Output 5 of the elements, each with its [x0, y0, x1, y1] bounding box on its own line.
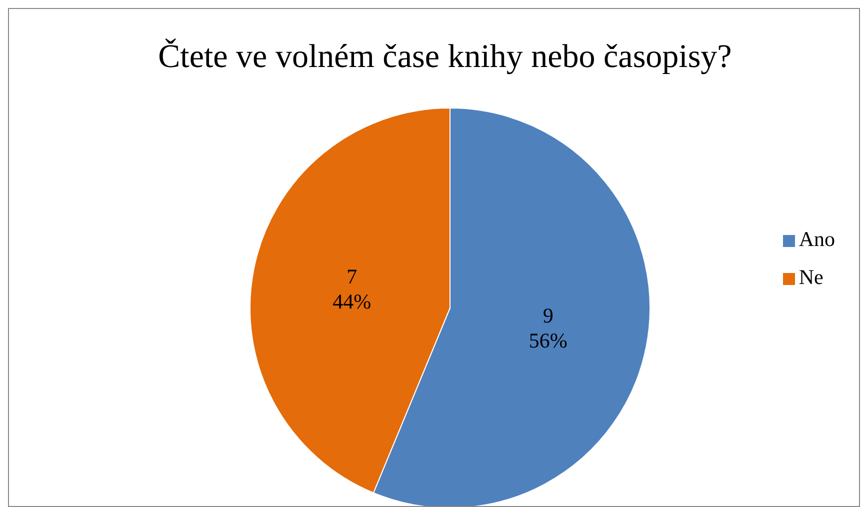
data-label: 7 44% — [332, 264, 372, 314]
legend-label: Ne — [798, 264, 824, 288]
data-label: 9 56% — [528, 304, 568, 353]
legend-label: Ano — [798, 226, 835, 250]
chart-title: Čtete ve volném čase knihy nebo časopisy? — [157, 39, 733, 76]
